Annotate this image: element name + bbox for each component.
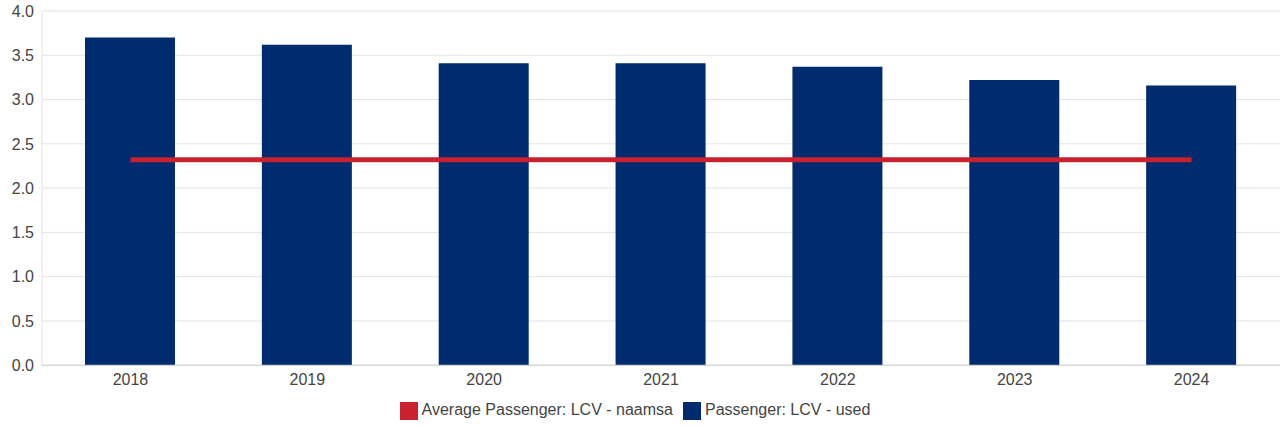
svg-text:2023: 2023 — [997, 371, 1033, 388]
svg-text:2021: 2021 — [643, 371, 679, 388]
svg-text:4.0: 4.0 — [12, 3, 34, 20]
svg-text:2022: 2022 — [820, 371, 856, 388]
html-text:Passenger: LCV - used: Passenger: LCV - used — [705, 401, 871, 419]
svg-text:0.5: 0.5 — [12, 313, 34, 330]
svg-text:2024: 2024 — [1174, 371, 1210, 388]
svg-text:2018: 2018 — [113, 371, 149, 388]
html-text:Average Passenger: LCV - naams: Average Passenger: LCV - naamsa — [421, 401, 673, 419]
svg-text:2019: 2019 — [289, 371, 325, 388]
svg-text:1.5: 1.5 — [12, 224, 34, 241]
svg-text:2.5: 2.5 — [12, 136, 34, 153]
svg-text:1.0: 1.0 — [12, 268, 34, 285]
svg-text:2020: 2020 — [466, 371, 502, 388]
svg-text:3.0: 3.0 — [12, 91, 34, 108]
svg-text:0.0: 0.0 — [12, 357, 34, 374]
svg-text:2.0: 2.0 — [12, 180, 34, 197]
svg-text:3.5: 3.5 — [12, 47, 34, 64]
